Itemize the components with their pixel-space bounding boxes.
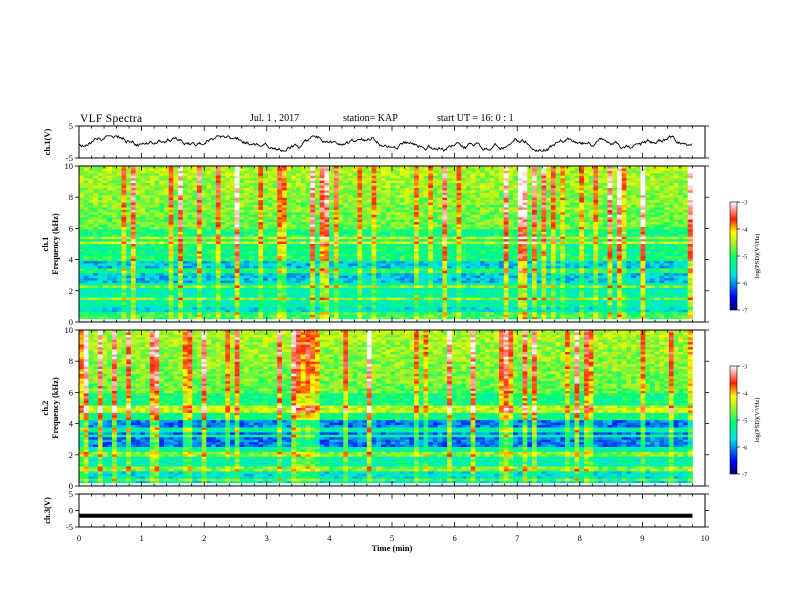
ch2-colorbar-label: log(PSD)(V²/Hz) xyxy=(754,398,761,443)
ch1-cells xyxy=(79,166,693,323)
x-axis-label: Time (min) xyxy=(372,543,413,553)
xtick-label: 9 xyxy=(640,533,644,543)
ch2-cells xyxy=(79,330,693,487)
xtick-label: 4 xyxy=(327,533,332,543)
ch1-spec-ytick-label: 2 xyxy=(69,286,73,296)
ch2-spec-ytick-label: 2 xyxy=(69,450,73,460)
ch2-colorbar-tick: -4 xyxy=(742,391,748,398)
xtick-label: 8 xyxy=(578,533,582,543)
ch3-wave-ytick-label: -5 xyxy=(66,522,73,532)
xtick-label: 5 xyxy=(390,533,394,543)
ch1-spec-ytick-label: 10 xyxy=(65,161,74,171)
start-time-label: start UT = 16: 0 : 1 xyxy=(437,113,514,124)
ch1-spec-ylabel-1: ch.1 xyxy=(40,237,50,252)
xtick-label: 0 xyxy=(77,533,81,543)
ch2-colorbar-tick: -7 xyxy=(742,472,748,479)
ch1-colorbar-tick: -6 xyxy=(742,281,748,288)
xtick-label: 7 xyxy=(515,533,519,543)
ch1-colorbar-tick: -4 xyxy=(742,227,748,234)
xtick-label: 3 xyxy=(265,533,269,543)
ch1-wave-ylabel: ch.1(V) xyxy=(42,128,52,155)
ch1-wave-ytick-label: 5 xyxy=(69,121,73,131)
ch1-spec-ytick-label: 6 xyxy=(69,223,73,233)
ch2-spec-ylabel-2: Frequency (kHz) xyxy=(50,377,60,439)
ch1-colorbar xyxy=(729,201,738,311)
ch3-wave-ytick-label: 5 xyxy=(69,489,73,499)
xtick-label: 1 xyxy=(139,533,143,543)
ch1-colorbar-label: log(PSD)(V²/Hz) xyxy=(754,234,761,279)
xtick-label: 6 xyxy=(452,533,456,543)
ch1-colorbar-tick: -5 xyxy=(742,254,747,261)
ch2-spec-ytick-label: 0 xyxy=(69,481,73,491)
ch2-colorbar-tick: -6 xyxy=(742,445,748,452)
ch2-colorbar xyxy=(729,365,738,475)
date-label: Jul. 1 , 2017 xyxy=(250,113,300,124)
xtick-label: 2 xyxy=(202,533,206,543)
ch1-colorbar-tick: -3 xyxy=(742,200,747,207)
ch2-spec-ytick-label: 4 xyxy=(69,419,74,429)
ch2-colorbar-tick: -3 xyxy=(742,364,747,371)
ch1-spec-ytick-label: 8 xyxy=(69,192,73,202)
xtick-label: 10 xyxy=(701,533,710,543)
ch1-spec-ylabel-2: Frequency (kHz) xyxy=(50,213,60,275)
ch2-spec-ylabel-1: ch.2 xyxy=(40,401,50,416)
ch1-spec-ytick-label: 4 xyxy=(69,255,74,265)
figure-title: VLF Spectra xyxy=(80,113,143,125)
ch1-waveform-line xyxy=(78,135,693,153)
ch1-spec-ytick-label: 0 xyxy=(69,317,73,327)
ch2-spec-ytick-label: 10 xyxy=(65,325,74,335)
ch2-low-band xyxy=(79,483,693,486)
ch2-spec-ytick-label: 8 xyxy=(69,356,73,366)
ch1-colorbar-tick: -7 xyxy=(742,308,748,315)
ch1-wave-ytick-label: -5 xyxy=(66,153,73,163)
ch1-low-band xyxy=(79,319,693,322)
ch2-colorbar-tick: -5 xyxy=(742,418,747,425)
ch3-wave-ytick-label: 0 xyxy=(69,506,73,516)
station-label: station= KAP xyxy=(343,113,398,124)
ch3-wave-ylabel: ch.3(V) xyxy=(42,497,52,524)
ch2-spec-ytick-label: 6 xyxy=(69,387,73,397)
